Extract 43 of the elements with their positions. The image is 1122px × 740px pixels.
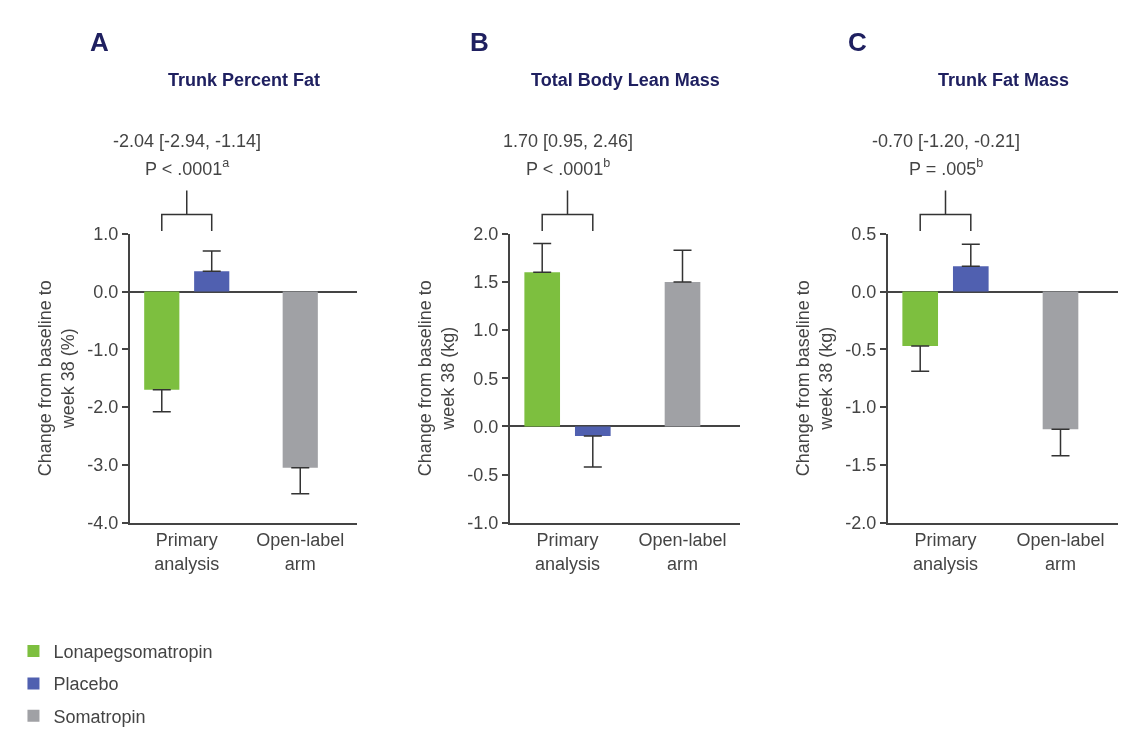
text: -2.04 [-2.94, -1.14]	[113, 131, 262, 151]
y-tick-label: 0.5	[473, 368, 499, 389]
legend-label: Placebo	[53, 674, 119, 695]
chart-title: Trunk Fat Mass	[938, 70, 1070, 90]
y-tick-label: -1.0	[87, 339, 119, 360]
text: 1.70 [0.95, 2.46]	[503, 131, 634, 151]
y-tick-label: -2.0	[845, 513, 877, 534]
x-tick-label: Open-label arm	[638, 530, 727, 574]
chart-title: Total Body Lean Mass	[531, 70, 720, 90]
y-tick-label: -1.0	[467, 513, 499, 534]
text: P < .0001$^{a}$	[145, 156, 230, 179]
text: C	[848, 27, 867, 57]
y-tick-label: 2.0	[473, 224, 499, 245]
text: P = .005$^{b}$	[909, 156, 984, 179]
y-tick-label: 0.0	[473, 416, 499, 437]
text: P < .0001$^{b}$	[526, 156, 611, 179]
y-tick-label: -3.0	[87, 455, 119, 476]
legend-label: Somatropin	[53, 706, 146, 727]
y-tick-label: 0.5	[851, 224, 877, 245]
y-tick-label: -0.5	[845, 339, 877, 360]
y-tick-label: -1.5	[845, 455, 877, 476]
x-tick-label: Open-label arm	[1016, 530, 1105, 574]
x-tick-label: Primary analysis	[154, 530, 220, 574]
y-tick-label: -1.0	[845, 397, 877, 418]
y-tick-label: -2.0	[87, 397, 119, 418]
y-tick-label: 1.0	[93, 224, 119, 245]
y-axis-title: Change from baseline to week 38 (%)	[34, 280, 79, 477]
x-tick-label: Primary analysis	[534, 530, 601, 574]
y-tick-label: 0.0	[851, 281, 877, 302]
chart-title: Trunk Percent Fat	[168, 70, 321, 90]
y-tick-label: -4.0	[87, 513, 119, 534]
x-tick-label: Primary analysis	[912, 530, 979, 574]
y-axis-title: Change from baseline to week 38 (kg)	[414, 280, 459, 477]
y-tick-label: 1.0	[473, 320, 499, 341]
y-tick-label: 0.0	[93, 281, 119, 302]
text: -0.70 [-1.20, -0.21]	[872, 131, 1021, 151]
legend-label: Lonapegsomatropin	[53, 642, 213, 663]
y-tick-label: -0.5	[467, 464, 499, 485]
y-tick-label: 1.5	[473, 272, 499, 293]
x-tick-label: Open-label arm	[256, 530, 345, 574]
text: B	[470, 27, 489, 57]
text: A	[90, 27, 109, 57]
y-axis-title: Change from baseline to week 38 (kg)	[792, 280, 837, 477]
